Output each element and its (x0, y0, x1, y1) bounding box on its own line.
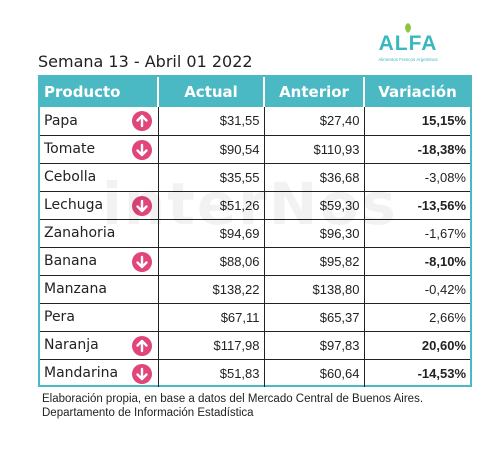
actual-cell: $94,69 (158, 219, 265, 248)
actual-cell: $90,54 (158, 135, 265, 164)
arrow-down-icon (131, 363, 152, 384)
table-row: Papa $31,55 $27,40 15,15% (40, 107, 470, 136)
arrow-down-icon (131, 195, 152, 216)
leaf-icon (405, 23, 411, 33)
footer-line-2: Departamento de Información Estadística (42, 407, 254, 419)
product-cell: Papa (40, 107, 159, 136)
product-name: Cebolla (44, 169, 97, 185)
actual-cell: $88,06 (158, 247, 265, 276)
arrow-up-icon (131, 111, 152, 131)
footer-note: Elaboración propia, en base a datos del … (42, 392, 423, 420)
table-row: Manzana $138,22 $138,80 -0,42% (40, 275, 470, 304)
table-header-row: Producto Actual Anterior Variación (40, 77, 470, 107)
table-row: Naranja $117,98 $97,83 20,60% (40, 331, 470, 360)
actual-cell: $51,26 (158, 191, 265, 220)
actual-cell: $31,55 (158, 107, 265, 136)
variation-cell: -1,67% (364, 219, 470, 248)
product-cell: Manzana (40, 275, 159, 304)
variation-cell: -8,10% (364, 247, 470, 276)
product-name: Papa (44, 112, 78, 129)
product-cell: Zanahoria (40, 219, 159, 248)
previous-cell: $97,83 (264, 331, 365, 360)
previous-cell: $96,30 (264, 219, 365, 248)
product-name: Naranja (44, 337, 99, 353)
variation-cell: 2,66% (364, 303, 470, 332)
variation-cell: -3,08% (364, 163, 470, 192)
table-row: Tomate $90,54 $110,93 -18,38% (40, 135, 470, 164)
price-table: Producto Actual Anterior Variación Papa $… (40, 77, 470, 387)
actual-cell: $138,22 (158, 275, 265, 304)
product-cell: Mandarina (40, 359, 159, 387)
product-cell: Banana (40, 247, 159, 276)
previous-cell: $65,37 (264, 303, 365, 332)
product-name: Banana (44, 253, 98, 269)
table-row: Lechuga $51,26 $59,30 -13,56% (40, 191, 470, 220)
product-cell: Lechuga (40, 191, 159, 220)
variation-cell: 20,60% (364, 331, 470, 360)
page-title: Semana 13 - Abril 01 2022 (38, 52, 253, 71)
actual-cell: $117,98 (158, 331, 265, 360)
logo-word: ALFA (378, 32, 438, 55)
actual-cell: $35,55 (158, 163, 265, 192)
previous-cell: $95,82 (264, 247, 365, 276)
alfa-logo: ALFA Alimentos Frescos Argentinos (378, 22, 438, 70)
product-cell: Cebolla (40, 163, 159, 192)
variation-cell: -14,53% (417, 365, 466, 381)
table-row: Pera $67,11 $65,37 2,66% (40, 303, 470, 332)
table-row: Zanahoria $94,69 $96,30 -1,67% (40, 219, 470, 248)
table-row: Banana $88,06 $95,82 -8,10% (40, 247, 470, 276)
actual-cell: $51,83 (158, 359, 265, 387)
header-variation: Variación (364, 77, 470, 107)
product-name: Tomate (44, 141, 96, 157)
arrow-up-icon (131, 335, 152, 356)
header-actual: Actual (158, 77, 265, 107)
previous-cell: $27,40 (264, 107, 365, 136)
logo-subtitle: Alimentos Frescos Argentinos (378, 57, 438, 62)
variation-cell: 15,15% (364, 107, 470, 136)
table-row: Cebolla $35,55 $36,68 -3,08% (40, 163, 470, 192)
arrow-down-icon (131, 251, 152, 272)
header-previous: Anterior (264, 77, 365, 107)
product-cell: Pera (40, 303, 159, 332)
product-name: Manzana (44, 281, 107, 297)
header-product: Producto (40, 77, 159, 107)
product-name: Zanahoria (44, 225, 116, 241)
variation-cell: -13,56% (364, 191, 470, 220)
table-row: Mandarina $51,83 $60,64 -14,53% (40, 359, 470, 387)
product-name: Lechuga (44, 197, 104, 213)
product-cell: Naranja (40, 331, 159, 360)
footer-line-1: Elaboración propia, en base a datos del … (42, 393, 424, 405)
previous-cell: $110,93 (264, 135, 365, 164)
previous-cell: $60,64 (264, 359, 365, 387)
product-cell: Tomate (40, 135, 159, 164)
previous-cell: $36,68 (264, 163, 365, 192)
arrow-down-icon (131, 139, 152, 160)
product-name: Pera (44, 309, 75, 325)
previous-cell: $138,80 (264, 275, 365, 304)
variation-cell: -18,38% (364, 135, 470, 164)
variation-cell: -0,42% (364, 275, 470, 304)
previous-cell: $59,30 (264, 191, 365, 220)
actual-cell: $67,11 (158, 303, 265, 332)
product-name: Mandarina (44, 365, 119, 382)
